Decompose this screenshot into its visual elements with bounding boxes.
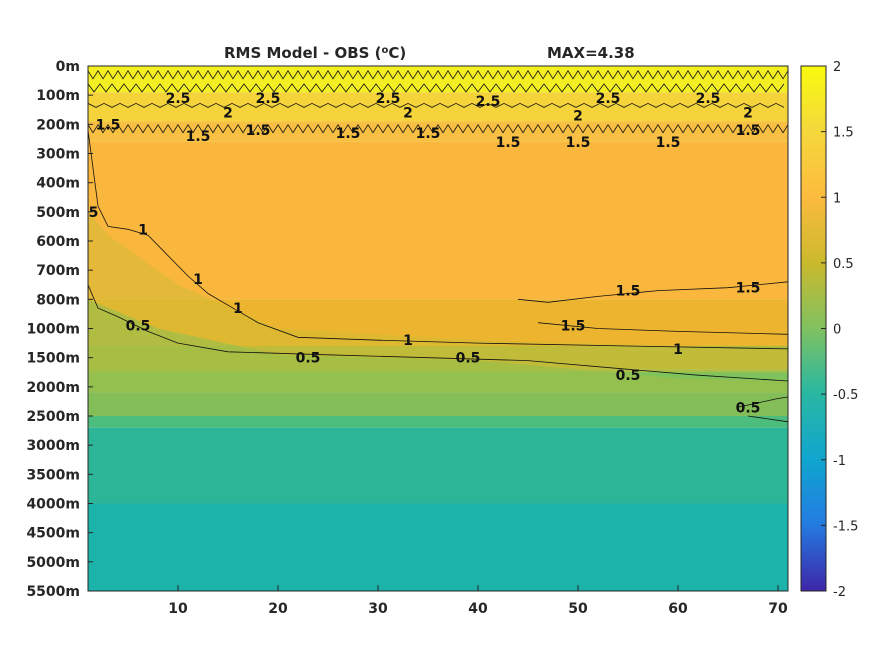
contour-line <box>737 396 788 408</box>
heatmap-transition-zone <box>88 211 788 373</box>
contour-line <box>517 281 788 303</box>
contour-label: 1.5 <box>186 129 211 145</box>
y-axis: 0m 100m 200m 300m 400m 500m 600m 700m 800m 1000m 1… <box>26 59 93 600</box>
x-tick-label: 40 <box>468 601 488 617</box>
y-tick-label: 200m <box>36 117 80 133</box>
chart-title: RMS Model - OBS (oC) <box>224 44 406 62</box>
contour-label: 1.5 <box>416 126 441 142</box>
contour-line <box>88 130 788 350</box>
x-tick-label: 20 <box>268 601 288 617</box>
contour-label: 0.5 <box>296 351 321 367</box>
max-label: MAX=4.38 <box>547 44 635 62</box>
colorbar-tick-label: 1 <box>833 191 841 206</box>
contour-label: 2 <box>223 106 233 122</box>
colorbar-tick-label: 0 <box>833 323 841 338</box>
colorbar-tick-label: 2 <box>833 60 841 75</box>
colorbar-tick-label: -1.5 <box>833 519 858 534</box>
y-tick-label: 500m <box>36 205 80 221</box>
contour-label: 2.5 <box>476 94 501 110</box>
contour-label: 2 <box>573 109 583 125</box>
y-tick-label: 2000m <box>26 380 80 396</box>
x-tick-label: 50 <box>568 601 588 617</box>
contour-label: 0.5 <box>736 400 761 416</box>
colorbar-tick-label: 0.5 <box>833 257 854 272</box>
y-tick-label: 5500m <box>26 584 80 600</box>
contour-label: 2.5 <box>596 91 621 107</box>
x-tick-label: 70 <box>768 601 788 617</box>
heatmap-area: 2.5 2.5 2.5 2.5 2.5 2.52 2 2 21.51.5 1.5 1.5 1.51.5… <box>74 66 788 591</box>
colorbar-tick-label: -2 <box>833 585 846 600</box>
contour-line <box>88 83 785 93</box>
y-tick-label: 3500m <box>26 467 80 483</box>
contour-line <box>747 415 788 423</box>
contour-label: 1.5 <box>566 135 591 151</box>
contour-line <box>88 123 788 134</box>
y-tick-label: 4500m <box>26 526 80 542</box>
y-tick-label: 400m <box>36 176 80 192</box>
contour-label: 1.5 <box>656 135 681 151</box>
y-tick-label: 1000m <box>26 322 80 338</box>
x-tick-label: 30 <box>368 601 388 617</box>
contour-label: 2 <box>743 106 753 122</box>
x-tick-label: 10 <box>168 601 188 617</box>
contour-label: 1.5 <box>561 319 586 335</box>
contour-label: 0.5 <box>616 368 641 384</box>
contour-label: 2 <box>403 106 413 122</box>
contour-label: 0.5 <box>456 351 481 367</box>
contour-line <box>537 322 788 335</box>
y-tick-label: 4000m <box>26 497 80 513</box>
y-tick-label: 2500m <box>26 409 80 425</box>
contour-label: 2.5 <box>376 91 401 107</box>
contour-label: 1.5 <box>246 123 271 139</box>
contour-label: 1.5 <box>496 135 521 151</box>
contour-label: 1.5 <box>336 126 361 142</box>
y-tick-label: 800m <box>36 292 80 308</box>
contour-label: 1 <box>138 222 148 238</box>
contour-label: 1 <box>403 333 413 349</box>
contour-label: 0.5 <box>74 205 99 221</box>
y-tick-label: 5000m <box>26 555 80 571</box>
heatmap-band <box>88 503 788 591</box>
y-tick-label: 300m <box>36 147 80 163</box>
y-tick-label: 0m <box>56 59 80 75</box>
contour-label: 1 <box>673 342 683 358</box>
y-tick-label: 1500m <box>26 351 80 367</box>
contour-line <box>88 70 788 80</box>
y-tick-label: 3000m <box>26 438 80 454</box>
contour-label: 1 <box>233 301 243 317</box>
contour-label: 1.5 <box>736 281 761 297</box>
y-tick-label: 700m <box>36 263 80 279</box>
heatmap-band <box>88 121 788 142</box>
colorbar-tick-label: 1.5 <box>833 126 854 141</box>
contour-label: 0.5 <box>126 319 151 335</box>
contour-label: 2.5 <box>256 91 281 107</box>
colorbar-tick-label: -0.5 <box>833 388 858 403</box>
heatmap-transition-zone <box>88 299 788 416</box>
contour-label: 1.5 <box>616 284 641 300</box>
contour-line <box>88 102 785 108</box>
y-tick-label: 600m <box>36 234 80 250</box>
colorbar-tick-label: -1 <box>833 454 846 469</box>
contour-label: 1.5 <box>736 123 761 139</box>
contour-label: 1 <box>193 272 203 288</box>
contour-lines <box>88 70 788 423</box>
contour-label: 2.5 <box>166 91 191 107</box>
heatmap-band <box>88 141 788 300</box>
colorbar-ticks: 2 1.5 1 0.5 0 -0.5 -1 -1.5 -2 <box>821 60 858 600</box>
contour-label: 2.5 <box>696 91 721 107</box>
x-tick-label: 60 <box>668 601 688 617</box>
contour-labels: 2.5 2.5 2.5 2.5 2.5 2.52 2 2 21.51.5 1.5 1.5 1.51.5… <box>74 91 761 416</box>
heatmap-band <box>88 427 788 504</box>
contour-line <box>88 284 788 382</box>
contour-label: 1.5 <box>96 117 121 133</box>
x-axis: 10 20 30 40 50 60 70 <box>168 585 788 617</box>
y-tick-label: 100m <box>36 88 80 104</box>
